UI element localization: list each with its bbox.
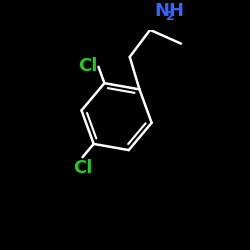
Text: Cl: Cl (78, 57, 98, 75)
Text: Cl: Cl (73, 159, 92, 177)
Text: 2: 2 (166, 10, 175, 23)
Text: NH: NH (154, 2, 184, 20)
